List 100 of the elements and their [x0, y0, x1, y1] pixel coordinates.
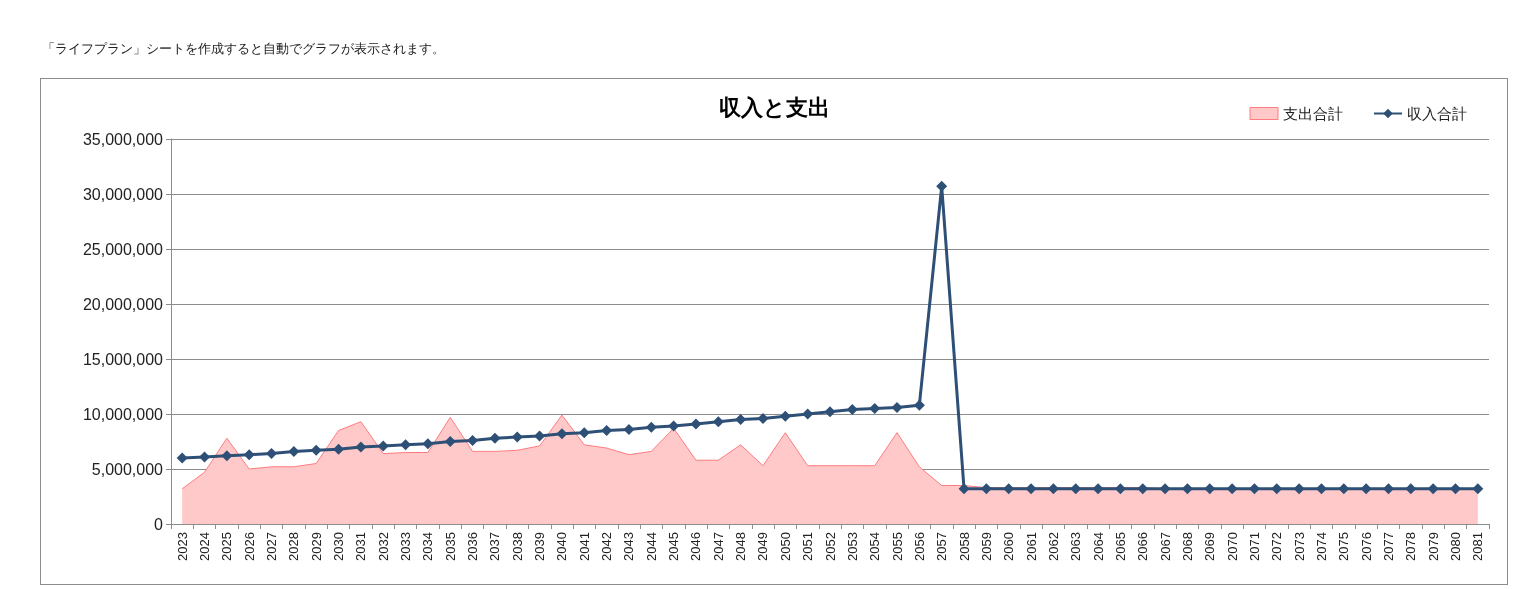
x-tick-label: 2037 [487, 532, 503, 561]
x-tick-label: 2044 [643, 532, 659, 561]
x-tick-label: 2070 [1224, 532, 1240, 561]
point [1137, 483, 1149, 495]
x-tick-label: 2035 [442, 532, 458, 561]
point [645, 421, 657, 433]
x-tick-label: 2077 [1380, 532, 1396, 561]
x-tick-label: 2049 [755, 532, 771, 561]
point [779, 410, 791, 422]
x-tick-label: 2032 [375, 532, 391, 561]
point [1271, 483, 1283, 495]
x-tick-label: 2074 [1313, 532, 1329, 561]
x-tick-label: 2067 [1157, 532, 1173, 561]
point [1092, 483, 1104, 495]
x-tick-label: 2061 [1023, 532, 1039, 561]
x-tick-label: 2039 [532, 532, 548, 561]
point [467, 434, 479, 446]
x-tick-label: 2025 [219, 532, 235, 561]
point [1427, 483, 1439, 495]
x-tick-label: 2079 [1425, 532, 1441, 561]
point [333, 443, 345, 455]
legend-label: 支出合計 [1283, 105, 1343, 122]
x-tick-label: 2045 [666, 532, 682, 561]
point [1025, 483, 1037, 495]
point [1293, 483, 1305, 495]
x-tick-label: 2042 [599, 532, 615, 561]
point [1472, 483, 1484, 495]
x-tick-label: 2055 [889, 532, 905, 561]
point [243, 449, 255, 461]
point [1226, 483, 1238, 495]
x-tick-label: 2046 [688, 532, 704, 561]
point [757, 412, 769, 424]
x-tick-label: 2069 [1202, 532, 1218, 561]
point [578, 427, 590, 439]
point [623, 423, 635, 435]
x-tick-label: 2053 [844, 532, 860, 561]
point [824, 406, 836, 418]
x-tick-label: 2058 [956, 532, 972, 561]
y-tick-label: 35,000,000 [82, 130, 164, 148]
y-tick-label: 20,000,000 [82, 295, 164, 313]
x-tick-label: 2027 [264, 532, 280, 561]
x-tick-label: 2052 [822, 532, 838, 561]
x-tick-label: 2078 [1403, 532, 1419, 561]
x-tick-label: 2030 [331, 532, 347, 561]
point [891, 401, 903, 413]
x-tick-label: 2076 [1358, 532, 1374, 561]
x-tick-label: 2054 [867, 532, 883, 561]
point [355, 441, 367, 453]
x-tick-label: 2034 [420, 532, 436, 561]
x-tick-label: 2043 [621, 532, 637, 561]
x-tick-label: 2048 [733, 532, 749, 561]
point [913, 399, 925, 411]
point [601, 425, 613, 436]
y-tick-label: 15,000,000 [82, 350, 164, 368]
x-tick-label: 2033 [398, 532, 414, 561]
x-tick-label: 2056 [911, 532, 927, 561]
point [712, 416, 724, 428]
x-tick-label: 2051 [800, 532, 816, 561]
point [958, 483, 970, 495]
y-tick-label: 10,000,000 [82, 405, 164, 423]
point [846, 404, 858, 416]
point [1338, 483, 1350, 495]
point [176, 452, 188, 464]
point [1405, 483, 1417, 495]
x-tick-label: 2065 [1112, 532, 1128, 561]
point [266, 448, 278, 460]
text: 「ライフプラン」シートを作成すると自動でグラフが表示されます。 [42, 40, 445, 58]
x-tick-label: 2066 [1135, 532, 1151, 561]
point [735, 414, 747, 425]
x-tick-label: 2059 [978, 532, 994, 561]
x-tick-label: 2031 [353, 532, 369, 561]
x-tick-label: 2040 [554, 532, 570, 561]
x-tick-label: 2064 [1090, 532, 1106, 561]
y-tick-label: 0 [154, 515, 164, 533]
chart-title: 収入と支出 [718, 94, 830, 120]
point [1204, 483, 1216, 495]
point [1360, 483, 1372, 495]
x-tick-label: 2036 [465, 532, 481, 561]
x-tick-label: 2041 [576, 532, 592, 561]
point [422, 438, 434, 450]
x-tick-label: 2080 [1447, 532, 1463, 561]
x-tick-label: 2038 [509, 532, 525, 561]
point [1159, 483, 1171, 495]
point [444, 436, 456, 447]
x-tick-label: 2072 [1269, 532, 1285, 561]
x-tick-label: 2024 [197, 532, 213, 561]
x-tick-label: 2081 [1470, 532, 1486, 561]
point [936, 180, 948, 192]
point [489, 432, 501, 444]
point [1070, 483, 1082, 495]
x-tick-label: 2060 [1001, 532, 1017, 561]
x-tick-label: 2062 [1045, 532, 1061, 561]
x-tick-label: 2075 [1336, 532, 1352, 561]
x-tick-label: 2028 [286, 532, 302, 561]
y-tick-label: 30,000,000 [82, 185, 164, 203]
x-tick-label: 2023 [174, 532, 190, 561]
x-tick-label: 2047 [710, 532, 726, 561]
legend-label: 収入合計 [1407, 105, 1467, 122]
y-tick-label: 5,000,000 [91, 460, 164, 478]
x-tick-label: 2071 [1246, 532, 1262, 561]
